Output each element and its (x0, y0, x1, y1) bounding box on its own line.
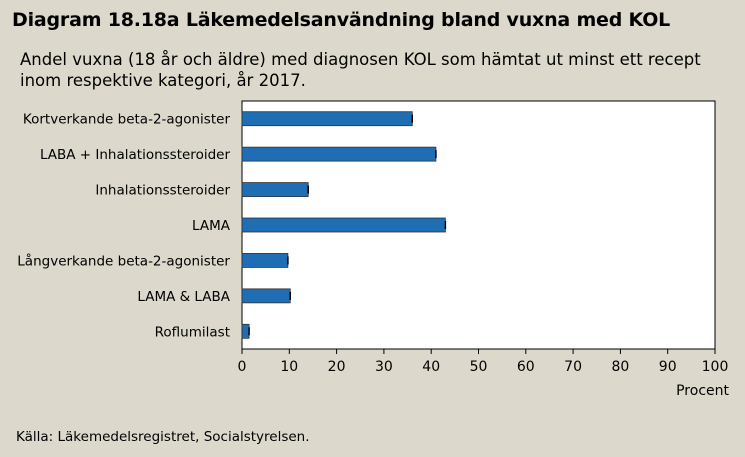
bar (241, 111, 413, 127)
x-tick-label: 10 (280, 359, 298, 375)
x-tick-label: 90 (659, 359, 677, 375)
x-tick-label: 30 (375, 359, 393, 375)
bar (241, 288, 291, 304)
chart-title: Diagram 18.18a Läkemedelsanvändning blan… (12, 9, 671, 31)
x-tick-label: 80 (611, 359, 629, 375)
subtitle-line-1: Andel vuxna (18 år och äldre) med diagno… (20, 50, 701, 69)
source-note: Källa: Läkemedelsregistret, Socialstyrel… (16, 429, 310, 445)
subtitle-line-2: inom respektive kategori, år 2017. (20, 71, 306, 90)
category-label: Långverkande beta-2-agonister (17, 252, 230, 269)
category-label: LAMA (192, 218, 231, 234)
bar (241, 323, 250, 339)
category-label: Roflumilast (155, 324, 230, 340)
x-axis-title: Procent (676, 383, 729, 399)
x-tick-label: 40 (422, 359, 440, 375)
bar (241, 217, 446, 233)
x-tick-label: 50 (470, 359, 488, 375)
category-label: LABA + Inhalationssteroider (40, 147, 231, 163)
x-tick-label: 70 (564, 359, 582, 375)
bar (241, 146, 437, 162)
bar (241, 253, 289, 268)
category-label: Kortverkande beta-2-agonister (23, 112, 231, 128)
x-tick-label: 60 (517, 359, 535, 375)
chart-subtitle: Andel vuxna (18 år och äldre) med diagno… (20, 49, 720, 91)
x-tick-label: 100 (702, 359, 729, 375)
x-tick-label: 20 (328, 359, 346, 375)
x-tick-label: 0 (238, 359, 247, 375)
bar (241, 182, 309, 197)
category-label: LAMA & LABA (137, 289, 230, 305)
category-label: Inhalationssteroider (95, 183, 230, 199)
